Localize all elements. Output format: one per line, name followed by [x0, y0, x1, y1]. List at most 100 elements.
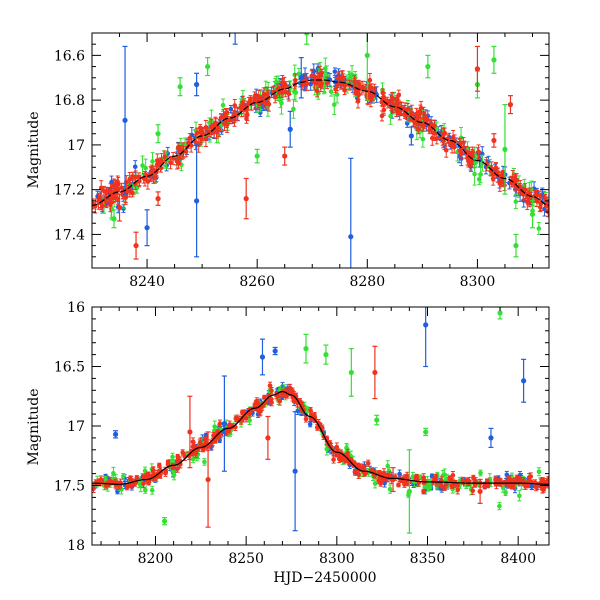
red-data-point — [335, 75, 341, 81]
red-data-point — [262, 394, 267, 400]
red-data-point — [524, 199, 530, 205]
red-data-point — [214, 129, 219, 135]
red-data-point — [433, 474, 439, 480]
red-data-point — [482, 483, 487, 489]
red-data-point — [384, 98, 390, 104]
green-outlier-point — [491, 57, 497, 63]
red-data-point — [488, 168, 494, 174]
red-data-point — [156, 463, 162, 468]
red-data-point — [98, 185, 104, 191]
blue-outlier-point — [287, 126, 293, 132]
red-outlier-point — [243, 196, 249, 202]
red-data-point — [447, 140, 452, 145]
red-data-point — [257, 409, 262, 415]
green-outlier-point — [155, 131, 161, 137]
red-data-point — [175, 145, 181, 150]
red-data-point — [303, 416, 309, 422]
green-data-point — [143, 165, 148, 171]
blue-data-point — [332, 69, 338, 74]
red-data-point — [267, 383, 273, 388]
red-data-point — [152, 175, 158, 180]
red-data-point — [447, 475, 453, 481]
green-data-point — [170, 454, 175, 460]
red-data-point — [457, 148, 463, 154]
red-data-point — [269, 400, 274, 405]
green-data-point — [296, 71, 302, 77]
blue-data-point — [308, 81, 314, 87]
red-data-point — [355, 99, 361, 104]
red-data-point — [334, 83, 340, 89]
blue-data-point — [307, 421, 313, 427]
green-data-point — [442, 472, 447, 477]
red-data-point — [379, 113, 385, 119]
top-model-curve — [92, 79, 549, 206]
red-data-point — [266, 393, 272, 399]
red-data-point — [497, 479, 503, 484]
red-data-point — [461, 140, 466, 146]
red-data-point — [455, 487, 461, 493]
green-data-point — [387, 486, 393, 492]
red-data-point — [484, 161, 490, 167]
green-data-point — [220, 102, 226, 108]
red-data-point — [280, 80, 285, 86]
blue-data-point — [228, 106, 234, 112]
red-data-point — [232, 103, 238, 108]
red-data-point — [502, 480, 507, 485]
red-data-point — [224, 122, 230, 128]
red-data-point — [151, 167, 157, 173]
red-data-point — [538, 204, 543, 210]
red-data-point — [309, 73, 315, 79]
red-data-point — [441, 131, 446, 137]
red-data-point — [370, 93, 376, 99]
red-data-point — [470, 149, 475, 155]
green-data-point — [291, 106, 296, 112]
red-data-point — [352, 469, 358, 475]
blue-outlier-point — [348, 234, 354, 240]
bottom-panel-points — [92, 307, 549, 534]
green-data-point — [331, 102, 337, 107]
top-panel: 8240 8260 8280 8300 16.6 16.8 17 17.2 17.4 Magn… — [26, 32, 550, 290]
blue-data-point — [529, 484, 534, 489]
red-data-point — [331, 457, 336, 462]
red-data-point — [438, 483, 444, 488]
red-data-point — [450, 135, 456, 140]
red-outlier-point — [474, 66, 481, 72]
red-outlier-point — [282, 153, 288, 159]
red-data-point — [304, 81, 310, 87]
y-tick-label: 16.6 — [54, 48, 85, 64]
red-data-point — [134, 475, 140, 480]
green-data-point — [140, 163, 145, 168]
green-data-point — [207, 120, 212, 125]
green-data-point — [513, 199, 519, 204]
red-data-point — [378, 481, 383, 486]
red-data-point — [356, 472, 361, 477]
red-data-point — [389, 95, 395, 100]
top-xtick-labels: 8240 8260 8280 8300 — [129, 274, 495, 290]
red-data-point — [113, 184, 118, 190]
y-tick-label: 17.4 — [54, 227, 85, 243]
red-data-point — [127, 483, 132, 489]
red-data-point — [356, 82, 362, 87]
green-data-point — [328, 89, 334, 94]
red-data-point — [175, 454, 181, 459]
red-data-point — [241, 106, 247, 111]
red-data-point — [460, 478, 466, 484]
red-outlier-point — [116, 204, 123, 211]
y-tick-label: 17 — [67, 138, 85, 154]
red-data-point — [528, 474, 534, 479]
red-data-point — [98, 477, 104, 482]
blue-outlier-point — [194, 198, 200, 204]
green-outlier-point — [425, 63, 431, 70]
x-tick-label: 8280 — [349, 274, 385, 290]
red-outlier-point — [133, 243, 139, 249]
red-data-point — [283, 89, 289, 95]
red-data-point — [99, 203, 105, 209]
green-data-point — [422, 484, 428, 490]
red-data-point — [170, 156, 176, 161]
blue-data-point — [132, 164, 138, 170]
green-outlier-point — [254, 153, 260, 159]
red-data-point — [217, 421, 223, 426]
blue-outlier-point — [408, 133, 414, 139]
red-data-point — [414, 111, 419, 117]
red-data-point — [203, 136, 209, 142]
